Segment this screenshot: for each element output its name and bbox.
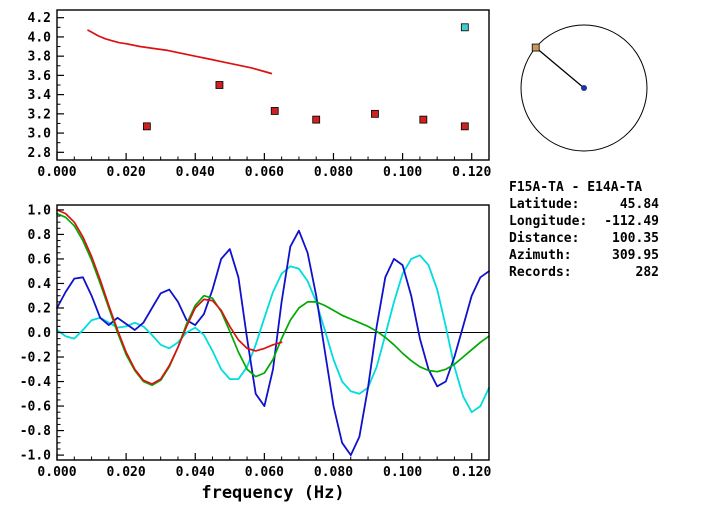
azimuth-value: 309.95 bbox=[612, 248, 659, 263]
x-tick-label: 0.020 bbox=[107, 465, 146, 480]
x-tick-label: 0.060 bbox=[245, 165, 284, 180]
records-label: Records: bbox=[509, 265, 572, 280]
model-correlation-red-line bbox=[56, 209, 283, 385]
latitude-value: 45.84 bbox=[619, 197, 659, 212]
y-tick-label: -0.2 bbox=[20, 351, 51, 366]
x-tick-label: 0.000 bbox=[37, 165, 76, 180]
distance-value: 100.35 bbox=[612, 231, 659, 246]
info-row-longitude: Longitude: -112.49 bbox=[509, 213, 659, 230]
measured-velocity-point bbox=[460, 122, 469, 131]
x-tick-label: 0.020 bbox=[107, 165, 146, 180]
x-tick-label: 0.080 bbox=[314, 165, 353, 180]
center-station-dot bbox=[581, 85, 587, 91]
x-tick-label: 0.100 bbox=[383, 165, 422, 180]
measured-velocity-point bbox=[419, 115, 428, 124]
measured-velocity-point bbox=[215, 81, 224, 89]
x-tick-label: 0.060 bbox=[245, 465, 284, 480]
y-tick-label: -1.0 bbox=[20, 449, 51, 464]
y-tick-label: 3.2 bbox=[28, 107, 51, 122]
y-tick-label: 3.8 bbox=[28, 50, 52, 65]
y-tick-label: -0.6 bbox=[20, 400, 51, 415]
records-value: 282 bbox=[635, 265, 659, 280]
distance-label: Distance: bbox=[509, 231, 580, 246]
plot-frame bbox=[56, 9, 490, 161]
measured-velocity-point bbox=[270, 107, 279, 115]
smoothed-correlation-green-line bbox=[56, 212, 490, 387]
azimuth-line bbox=[535, 47, 585, 89]
remote-station-marker bbox=[531, 43, 540, 52]
info-row-distance: Distance: 100.35 bbox=[509, 230, 659, 247]
y-tick-label: 0.4 bbox=[28, 277, 52, 292]
x-tick-label: 0.120 bbox=[452, 165, 491, 180]
y-tick-label: 0.8 bbox=[28, 228, 52, 243]
info-row-records: Records: 282 bbox=[509, 264, 659, 281]
reference-dispersion-curve-line bbox=[87, 29, 273, 75]
x-tick-label: 0.040 bbox=[176, 465, 215, 480]
azimuth-circle-panel bbox=[520, 24, 648, 152]
y-tick-label: 4.0 bbox=[28, 30, 52, 45]
y-tick-label: 0.2 bbox=[28, 301, 51, 316]
x-axis-title: frequency (Hz) bbox=[201, 483, 344, 503]
y-tick-label: 4.2 bbox=[28, 11, 51, 26]
info-row-azimuth: Azimuth: 309.95 bbox=[509, 247, 659, 264]
correlation-plot: 0.000 0.020 0.040 0.060 0.080 0.100 0.120 -1.0 -… bbox=[20, 203, 492, 503]
y-tick-label: 0.0 bbox=[28, 326, 52, 341]
x-tick-label: 0.120 bbox=[452, 465, 491, 480]
y-tick-label: 2.8 bbox=[28, 146, 52, 161]
azimuth-circle bbox=[520, 24, 648, 152]
longitude-value: -112.49 bbox=[604, 214, 659, 229]
cross-correlation-blue-line bbox=[56, 229, 490, 457]
y-tick-label: 1.0 bbox=[28, 203, 52, 218]
x-tick-label: 0.000 bbox=[37, 465, 76, 480]
measured-velocity-point bbox=[142, 122, 151, 131]
y-tick-label: 3.6 bbox=[28, 69, 52, 84]
longitude-label: Longitude: bbox=[509, 214, 588, 229]
latitude-label: Latitude: bbox=[509, 197, 580, 212]
y-tick-label: 3.0 bbox=[28, 127, 52, 142]
x-tick-label: 0.040 bbox=[176, 165, 215, 180]
measured-velocity-point bbox=[371, 109, 379, 118]
info-row-latitude: Latitude: 45.84 bbox=[509, 196, 659, 213]
azimuth-label: Azimuth: bbox=[509, 248, 572, 263]
y-tick-label: -0.4 bbox=[20, 375, 51, 390]
dispersion-plot: 0.000 0.020 0.040 0.060 0.080 0.100 0.120 2.8 3.… bbox=[28, 9, 491, 180]
station-pair-title: F15A-TA - E14A-TA bbox=[509, 180, 643, 195]
station-info-panel: F15A-TA - E14A-TA Latitude: 45.84 Longit… bbox=[509, 179, 659, 281]
y-tick-label: 3.4 bbox=[28, 88, 52, 103]
x-tick-label: 0.100 bbox=[383, 465, 422, 480]
selected-velocity-point bbox=[460, 23, 469, 32]
x-tick-label: 0.080 bbox=[314, 465, 353, 480]
measured-velocity-point bbox=[312, 115, 321, 124]
y-tick-label: -0.8 bbox=[20, 424, 51, 439]
cross-correlation-cyan-line bbox=[56, 254, 490, 414]
y-tick-label: 0.6 bbox=[28, 252, 52, 267]
